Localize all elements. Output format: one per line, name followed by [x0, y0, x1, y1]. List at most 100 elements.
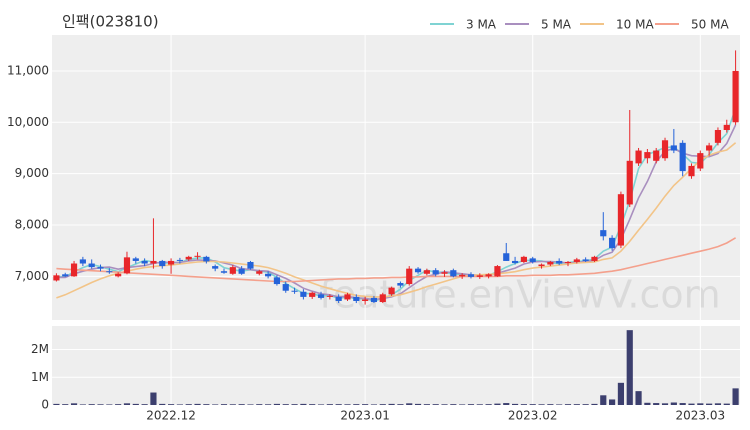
candle-body — [706, 145, 713, 151]
volume-bar — [714, 403, 722, 405]
volume-bar — [414, 403, 422, 405]
candle-body — [591, 256, 598, 261]
volume-bar — [229, 404, 236, 405]
candle-body — [317, 294, 325, 298]
candle-body — [732, 70, 739, 123]
candle-body — [370, 297, 378, 303]
candle-body — [229, 267, 236, 274]
volume-bar — [203, 404, 210, 405]
y-tick-label: 10,000 — [7, 115, 49, 129]
volume-bar — [212, 404, 219, 405]
chart-title: 인팩(023810) — [62, 13, 159, 31]
candle-body — [247, 261, 254, 269]
x-tick-label: 2023.02 — [508, 409, 558, 423]
y-tick-label: 2M — [31, 342, 49, 356]
candle-body — [476, 275, 483, 277]
y-tick-label: 7,000 — [15, 269, 49, 283]
volume-bar — [688, 403, 695, 405]
volume-bar — [644, 402, 651, 405]
volume-panel — [52, 326, 740, 405]
volume-bar — [132, 403, 139, 405]
volume-bar — [238, 404, 245, 405]
y-tick-label: 1M — [31, 370, 49, 384]
ma-line — [56, 237, 737, 283]
candle-body — [106, 271, 113, 273]
volume-bar — [62, 404, 69, 405]
candle-body — [379, 294, 386, 303]
candle-body — [397, 283, 404, 286]
candle-body — [661, 140, 669, 159]
candle-body — [520, 256, 527, 262]
volume-bar — [441, 404, 448, 405]
volume-bar — [538, 404, 545, 405]
candle-body — [123, 257, 131, 274]
candle-body — [194, 255, 201, 257]
legend-label: 50 MA — [691, 18, 729, 32]
candle-body — [538, 264, 545, 267]
candle-body — [132, 258, 139, 261]
candle-body — [573, 259, 580, 262]
legend-label: 5 MA — [541, 18, 572, 32]
candle-body — [423, 270, 430, 274]
volume-bar — [265, 404, 272, 405]
volume-bar — [653, 403, 660, 405]
candle-body — [62, 274, 69, 277]
volume-bar — [353, 404, 360, 405]
volume-bar — [432, 404, 439, 405]
candle-body — [203, 256, 210, 262]
candle-body — [79, 259, 86, 264]
candle-body — [212, 266, 219, 269]
candle-body — [53, 275, 60, 281]
candle-body — [335, 296, 342, 301]
volume-bar — [273, 403, 281, 405]
volume-bar — [547, 404, 554, 405]
candle-body — [88, 263, 95, 268]
volume-bar — [556, 404, 563, 405]
volume-bar — [450, 404, 457, 405]
volume-bar — [626, 330, 633, 405]
candle-body — [529, 258, 536, 262]
volume-bar — [88, 404, 95, 405]
y-tick-label: 11,000 — [7, 63, 49, 77]
candle-body — [723, 124, 730, 130]
candle-body — [238, 268, 245, 274]
volume-bar — [591, 403, 598, 405]
y-tick-label: 9,000 — [15, 166, 49, 180]
candle-body — [150, 260, 157, 264]
candle-body — [256, 271, 263, 274]
ma-line — [56, 142, 737, 299]
volume-bar — [459, 404, 466, 405]
volume-bar — [185, 404, 192, 405]
volume-bar — [635, 391, 642, 405]
volume-bar — [194, 403, 201, 405]
volume-bar — [256, 404, 263, 405]
candle-body — [626, 160, 633, 205]
volume-bar — [397, 404, 404, 405]
volume-bar — [485, 404, 492, 405]
legend-label: 3 MA — [466, 18, 497, 32]
candle-body — [159, 260, 166, 267]
candle-body — [282, 284, 289, 291]
candle-body — [670, 145, 677, 151]
candle-body — [503, 253, 510, 261]
volume-bar — [335, 404, 342, 405]
candle-body — [291, 290, 298, 292]
candle-body — [441, 272, 448, 274]
volume-bar — [97, 404, 104, 405]
volume-bar — [706, 403, 713, 405]
candle-body — [511, 260, 519, 263]
candle-body — [167, 260, 175, 265]
candle-body — [600, 230, 607, 237]
candle-body — [609, 237, 616, 249]
volume-bar — [309, 404, 316, 405]
volume-bar — [344, 404, 351, 405]
volume-bar — [53, 403, 60, 405]
volume-bar — [697, 403, 704, 405]
volume-bar — [115, 404, 122, 405]
volume-bar — [379, 404, 386, 405]
y-tick-label: 8,000 — [15, 218, 49, 232]
volume-bar — [520, 404, 527, 405]
volume-bar — [494, 403, 501, 405]
volume-bar — [291, 404, 298, 405]
volume-bar — [529, 404, 536, 405]
